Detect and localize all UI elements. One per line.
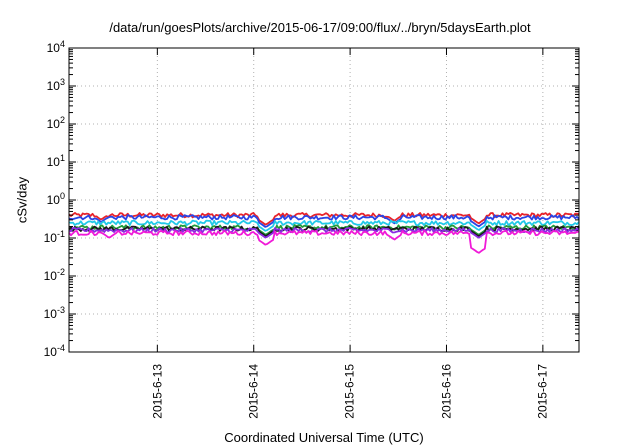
- x-axis-label: Coordinated Universal Time (UTC): [224, 430, 424, 445]
- y-tick-label-base: 10: [43, 345, 57, 359]
- y-tick-label-exponent: 4: [59, 39, 65, 49]
- series-line: [68, 229, 580, 254]
- grid: [69, 48, 579, 352]
- series-line: [68, 227, 580, 239]
- y-tick-label-base: 10: [43, 231, 57, 245]
- y-tick-label-exponent: 1: [59, 153, 65, 163]
- y-tick-label: 103: [46, 77, 65, 93]
- y-tick-label-exponent: 2: [59, 115, 65, 125]
- y-tick-label: 104: [46, 39, 65, 55]
- y-tick-label-base: 10: [46, 79, 60, 93]
- y-tick-label: 10-1: [43, 229, 65, 245]
- y-tick-label-exponent: 0: [59, 191, 65, 201]
- x-tick-label-text: 2015-6-17: [535, 364, 550, 419]
- y-tick-label-base: 10: [43, 307, 57, 321]
- y-tick-label-exponent: 3: [59, 77, 65, 87]
- y-axis-label-text: cSv/day: [14, 176, 30, 224]
- y-tick-label: 100: [46, 191, 65, 207]
- chart-title: /data/run/goesPlots/archive/2015-06-17/0…: [109, 20, 531, 35]
- series-line: [68, 214, 580, 228]
- y-tick-label-exponent: -4: [56, 343, 65, 353]
- plot-frame: [68, 47, 580, 353]
- y-tick-label-base: 10: [46, 41, 60, 55]
- y-tick-label-base: 10: [43, 269, 57, 283]
- y-tick-label: 102: [46, 115, 65, 131]
- x-tick-label-text: 2015-6-14: [246, 364, 261, 419]
- y-tick-label-base: 10: [46, 155, 60, 169]
- y-tick-label-exponent: -1: [56, 229, 65, 239]
- x-tick-label-text: 2015-6-16: [439, 364, 454, 419]
- y-tick-label-exponent: -3: [56, 305, 65, 315]
- y-tick-label-base: 10: [46, 117, 60, 131]
- axes: [68, 47, 580, 353]
- x-tick-label-text: 2015-6-15: [343, 364, 358, 419]
- y-tick-label: 10-2: [43, 267, 65, 283]
- y-tick-label-base: 10: [46, 193, 60, 207]
- y-tick-label: 10-3: [43, 305, 65, 321]
- y-tick-label-exponent: -2: [56, 267, 65, 277]
- x-tick-label-text: 2015-6-13: [150, 364, 165, 419]
- y-tick-label: 101: [46, 153, 65, 169]
- y-tick-label: 10-4: [43, 343, 65, 359]
- series-layer: [68, 211, 580, 254]
- series-line: [68, 219, 580, 232]
